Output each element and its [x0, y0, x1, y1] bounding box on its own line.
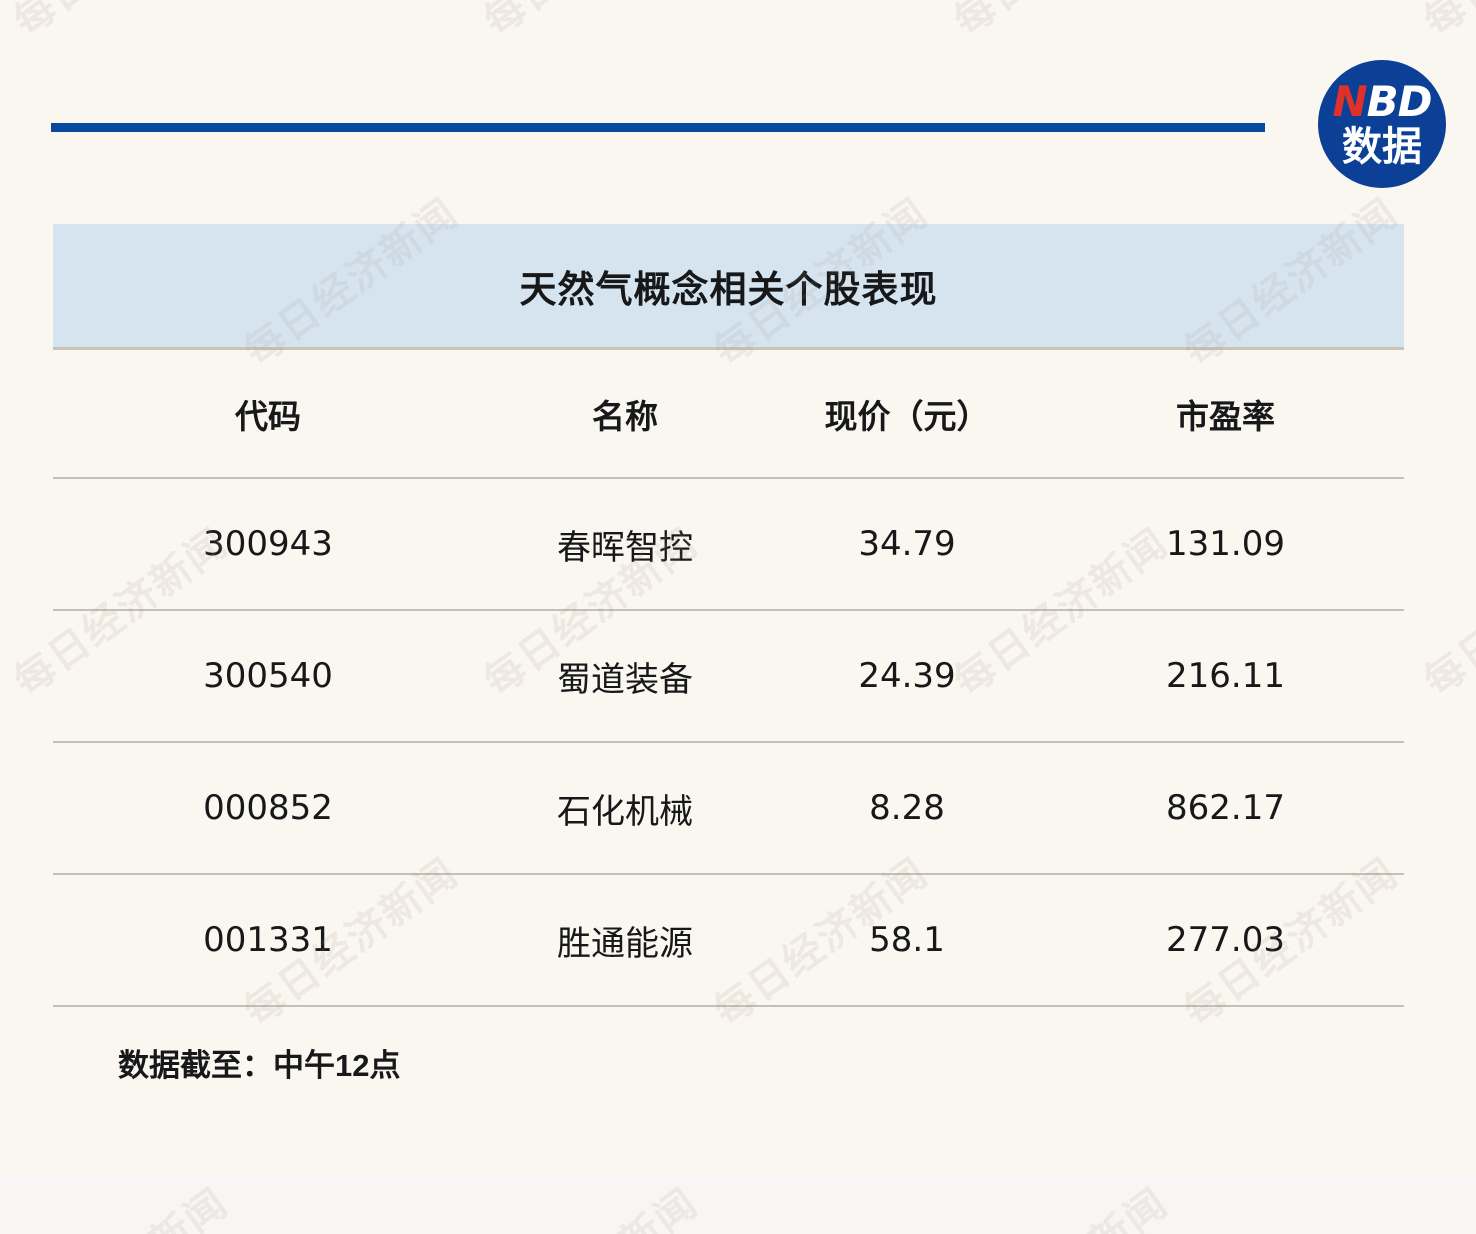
cell-pe: 277.03 [1047, 874, 1404, 1007]
column-header-price: 现价（元） [767, 350, 1047, 479]
table-row: 300540 蜀道装备 24.39 216.11 [53, 610, 1404, 743]
page-title: 天然气概念相关个股表现 [519, 268, 938, 310]
cell-pe: 216.11 [1047, 610, 1404, 743]
watermark-text: 每日经济新闻 [0, 0, 238, 47]
cell-name: 胜通能源 [483, 874, 767, 1007]
cell-code: 001331 [53, 874, 483, 1007]
logo-wordmark: NBD [1332, 81, 1432, 123]
cell-pe: 862.17 [1047, 742, 1404, 875]
table-row: 000852 石化机械 8.28 862.17 [53, 742, 1404, 875]
cell-price: 8.28 [767, 742, 1047, 875]
watermark-text: 每日经济新闻 [940, 0, 1178, 47]
logo-letters-bd: BD [1366, 77, 1433, 126]
watermark-text: 每日经济新闻 [1415, 519, 1476, 706]
bottom-tint-band [0, 1172, 1476, 1234]
stock-table: 代码 名称 现价（元） 市盈率 300943 春晖智控 34.79 131.09… [53, 350, 1404, 1007]
cell-price: 34.79 [767, 478, 1047, 611]
header-rule [51, 123, 1265, 132]
cell-name: 春晖智控 [483, 478, 767, 611]
column-header-code: 代码 [53, 350, 483, 479]
table-header-row: 代码 名称 现价（元） 市盈率 [53, 350, 1404, 479]
table-row: 300943 春晖智控 34.79 131.09 [53, 478, 1404, 611]
logo-letter-n: N [1332, 77, 1367, 126]
stock-table-card: 天然气概念相关个股表现 代码 名称 现价（元） 市盈率 300943 春晖智控 … [53, 224, 1404, 1007]
data-timestamp-note: 数据截至：中午12点 [118, 1048, 401, 1083]
table-title-band: 天然气概念相关个股表现 [53, 224, 1404, 350]
cell-price: 24.39 [767, 610, 1047, 743]
cell-price: 58.1 [767, 874, 1047, 1007]
cell-name: 蜀道装备 [483, 610, 767, 743]
watermark-text: 每日经济新闻 [1410, 0, 1476, 47]
cell-code: 300943 [53, 478, 483, 611]
watermark-text: 每日经济新闻 [470, 0, 708, 47]
cell-name: 石化机械 [483, 742, 767, 875]
column-header-pe: 市盈率 [1047, 350, 1404, 479]
cell-code: 300540 [53, 610, 483, 743]
cell-pe: 131.09 [1047, 478, 1404, 611]
table-row: 001331 胜通能源 58.1 277.03 [53, 874, 1404, 1007]
logo-subtitle: 数据 [1342, 124, 1422, 170]
nbd-logo: NBD 数据 [1318, 60, 1446, 188]
column-header-name: 名称 [483, 350, 767, 479]
cell-code: 000852 [53, 742, 483, 875]
